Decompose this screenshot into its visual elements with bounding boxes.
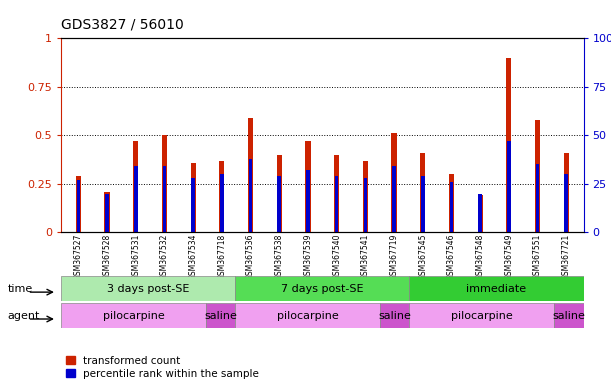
Bar (449, 174, 454, 232)
Bar (220, 174, 224, 232)
Text: pilocarpine: pilocarpine (451, 311, 513, 321)
Text: time: time (7, 284, 32, 294)
Text: 3 days post-SE: 3 days post-SE (107, 284, 189, 294)
Bar (364, 178, 367, 232)
Text: agent: agent (7, 311, 40, 321)
Bar (507, 141, 511, 232)
Bar (235, 276, 409, 301)
Bar (206, 303, 235, 328)
Text: immediate: immediate (466, 284, 527, 294)
Bar (409, 276, 584, 301)
Bar (235, 303, 380, 328)
Bar (363, 161, 368, 232)
Bar (536, 164, 540, 232)
Bar (163, 166, 166, 232)
Text: saline: saline (378, 311, 411, 321)
Bar (61, 276, 235, 301)
Bar (421, 176, 425, 232)
Bar (162, 136, 167, 232)
Bar (219, 161, 224, 232)
Text: saline: saline (552, 311, 585, 321)
Bar (450, 182, 453, 232)
Bar (248, 118, 253, 232)
Text: saline: saline (204, 311, 237, 321)
Bar (334, 155, 339, 232)
Bar (565, 174, 568, 232)
Bar (420, 153, 425, 232)
Bar (555, 303, 584, 328)
Bar (191, 162, 196, 232)
Bar (478, 195, 483, 232)
Bar (133, 141, 138, 232)
Text: pilocarpine: pilocarpine (277, 311, 338, 321)
Bar (409, 303, 555, 328)
Bar (191, 178, 195, 232)
Text: 7 days post-SE: 7 days post-SE (281, 284, 364, 294)
Bar (335, 176, 338, 232)
Bar (76, 180, 80, 232)
Legend: transformed count, percentile rank within the sample: transformed count, percentile rank withi… (67, 356, 259, 379)
Bar (507, 58, 511, 232)
Bar (249, 159, 252, 232)
Bar (478, 194, 482, 232)
Bar (105, 194, 109, 232)
Bar (564, 153, 569, 232)
Bar (277, 155, 282, 232)
Bar (380, 303, 409, 328)
Bar (76, 176, 81, 232)
Text: GDS3827 / 56010: GDS3827 / 56010 (61, 17, 184, 31)
Bar (277, 176, 281, 232)
Bar (392, 133, 397, 232)
Bar (134, 166, 137, 232)
Bar (104, 192, 109, 232)
Bar (535, 120, 540, 232)
Bar (306, 170, 310, 232)
Text: pilocarpine: pilocarpine (103, 311, 164, 321)
Bar (61, 303, 206, 328)
Bar (306, 141, 310, 232)
Bar (392, 166, 396, 232)
